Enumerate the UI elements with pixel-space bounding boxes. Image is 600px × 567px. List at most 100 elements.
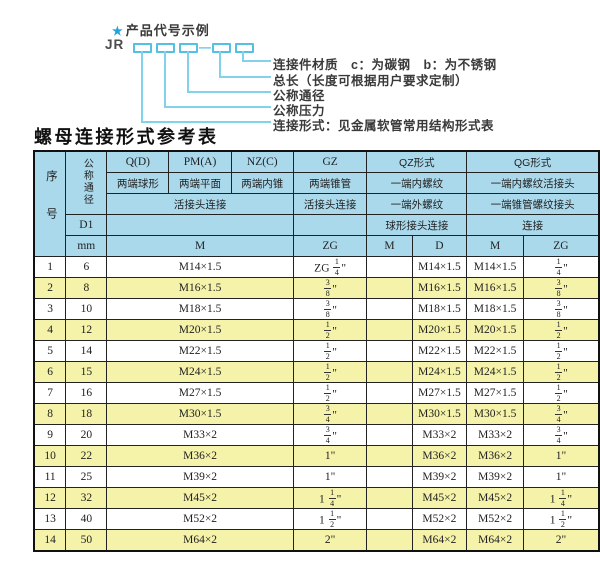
diagram-title: ★ 产品代号示例 — [112, 20, 210, 39]
table-row: 1 6 M14×1.5 ZG 1 4 " M14×1.5 M14×1.5 1 4 " — [33, 256, 600, 278]
cell-qz-d: M24×1.5 — [411, 361, 468, 383]
cell-zg: 1 2 " — [292, 361, 368, 383]
cell-qz-m — [366, 403, 413, 425]
cell-seq: 3 — [33, 298, 67, 320]
cell-qg-zg: 3 8 " — [522, 277, 600, 299]
cell-zg: 1 2 " — [292, 382, 368, 404]
cell-qg-m: M64×2 — [466, 529, 524, 552]
cell-qg-zg: 1" — [522, 466, 600, 488]
header-qg-m: M — [466, 235, 524, 257]
header-qz-d: D — [411, 235, 468, 257]
cell-zg: 1" — [292, 445, 368, 467]
cell-qg-zg: 2" — [522, 529, 600, 552]
header-col-pm: PM(A) — [168, 150, 232, 173]
cell-m: M22×1.5 — [106, 340, 294, 362]
cell-qz-d: M36×2 — [411, 445, 468, 467]
cell-qz-d: M52×2 — [411, 508, 468, 530]
cell-mm: 15 — [65, 361, 108, 383]
cell-qz-m — [366, 424, 413, 446]
cell-qz-d: M22×1.5 — [411, 340, 468, 362]
cell-qg-m: M20×1.5 — [466, 319, 524, 341]
cell-qz-d: M14×1.5 — [411, 256, 468, 278]
connector-line — [141, 51, 143, 122]
cell-m: M36×2 — [106, 445, 294, 467]
header-qg-zg: ZG — [522, 235, 600, 257]
header-col-qg: QG形式 — [466, 150, 600, 173]
cell-qg-m: M52×2 — [466, 508, 524, 530]
cell-qg-zg: 3 4 " — [522, 424, 600, 446]
star-icon: ★ — [112, 24, 124, 38]
table-row: 6 15 M24×1.5 1 2 " M24×1.5 M24×1.5 1 2 " — [33, 361, 600, 383]
cell-qz-d: M16×1.5 — [411, 277, 468, 299]
cell-zg: 3 4 " — [292, 403, 368, 425]
header-col-qz: QZ形式 — [366, 150, 468, 173]
cell-seq: 8 — [33, 403, 67, 425]
connector-line — [219, 51, 221, 77]
cell-qg-m: M22×1.5 — [466, 340, 524, 362]
header-union-connection: 活接头连接 — [106, 193, 294, 215]
code-box-5 — [235, 43, 254, 53]
cell-qg-m: M45×2 — [466, 487, 524, 509]
header-blank-gz — [292, 214, 368, 236]
table-header: 序号 公称通径 Q(D) PM(A) NZ(C) GZ QZ形式 QG形式 两端… — [33, 150, 600, 257]
header-q-desc: 两端球形 — [106, 172, 170, 194]
header-qg-desc2: 一端锥管螺纹接头 — [466, 193, 600, 215]
cell-qg-m: M39×2 — [466, 466, 524, 488]
cell-m: M27×1.5 — [106, 382, 294, 404]
cell-qz-d: M45×2 — [411, 487, 468, 509]
header-seq: 序号 — [33, 150, 67, 257]
table-title: 螺母连接形式参考表 — [34, 127, 219, 148]
cell-zg: 3 8 " — [292, 298, 368, 320]
cell-seq: 10 — [33, 445, 67, 467]
cell-qg-m: M36×2 — [466, 445, 524, 467]
table-row: 13 40 M52×2 1 1 2 " M52×2 M52×2 1 1 2 " — [33, 508, 600, 530]
header-qz-m: M — [366, 235, 413, 257]
header-qz-connection: 球形接头连接 — [366, 214, 468, 236]
cell-mm: 10 — [65, 298, 108, 320]
cell-m: M18×1.5 — [106, 298, 294, 320]
table-row: 2 8 M16×1.5 3 8 " M16×1.5 M16×1.5 3 8 " — [33, 277, 600, 299]
header-d1: D1 — [65, 214, 108, 236]
header-nz-desc: 两端内锥 — [230, 172, 294, 194]
cell-qg-m: M18×1.5 — [466, 298, 524, 320]
cell-m: M14×1.5 — [106, 256, 294, 278]
cell-mm: 40 — [65, 508, 108, 530]
cell-zg: 1 1 4 " — [292, 487, 368, 509]
cell-m: M39×2 — [106, 466, 294, 488]
cell-m: M52×2 — [106, 508, 294, 530]
cell-mm: 14 — [65, 340, 108, 362]
cell-mm: 20 — [65, 424, 108, 446]
code-prefix: JR — [105, 37, 125, 52]
table-row: 4 12 M20×1.5 1 2 " M20×1.5 M20×1.5 1 2 " — [33, 319, 600, 341]
code-label-length: 总长（长度可根据用户要求定制） — [273, 74, 469, 88]
header-qz-desc2: 一端外螺纹 — [366, 193, 468, 215]
cell-qz-m — [366, 508, 413, 530]
cell-seq: 14 — [33, 529, 67, 552]
cell-mm: 12 — [65, 319, 108, 341]
connector-line — [164, 106, 271, 108]
connector-line — [187, 51, 189, 92]
connector-line — [242, 60, 271, 62]
cell-m: M16×1.5 — [106, 277, 294, 299]
cell-mm: 6 — [65, 256, 108, 278]
cell-seq: 7 — [33, 382, 67, 404]
header-qz-desc: 一端内螺纹 — [366, 172, 468, 194]
code-label-pressure: 公称压力 — [273, 104, 326, 118]
cell-seq: 4 — [33, 319, 67, 341]
cell-qg-zg: 1 2 " — [522, 382, 600, 404]
cell-qg-zg: 3 8 " — [522, 298, 600, 320]
table-body: 1 6 M14×1.5 ZG 1 4 " M14×1.5 M14×1.5 1 4 " 2… — [33, 256, 600, 552]
header-col-nz: NZ(C) — [230, 150, 294, 173]
cell-zg: 2" — [292, 529, 368, 552]
header-col-gz: GZ — [292, 150, 368, 173]
header-pm-desc: 两端平面 — [168, 172, 232, 194]
cell-qz-m — [366, 361, 413, 383]
cell-seq: 12 — [33, 487, 67, 509]
connector-line — [219, 76, 271, 78]
cell-qg-zg: 1" — [522, 445, 600, 467]
header-m: M — [106, 235, 294, 257]
cell-seq: 9 — [33, 424, 67, 446]
header-col-q: Q(D) — [106, 150, 170, 173]
code-label-diameter: 公称通径 — [273, 89, 326, 103]
cell-qz-d: M64×2 — [411, 529, 468, 552]
